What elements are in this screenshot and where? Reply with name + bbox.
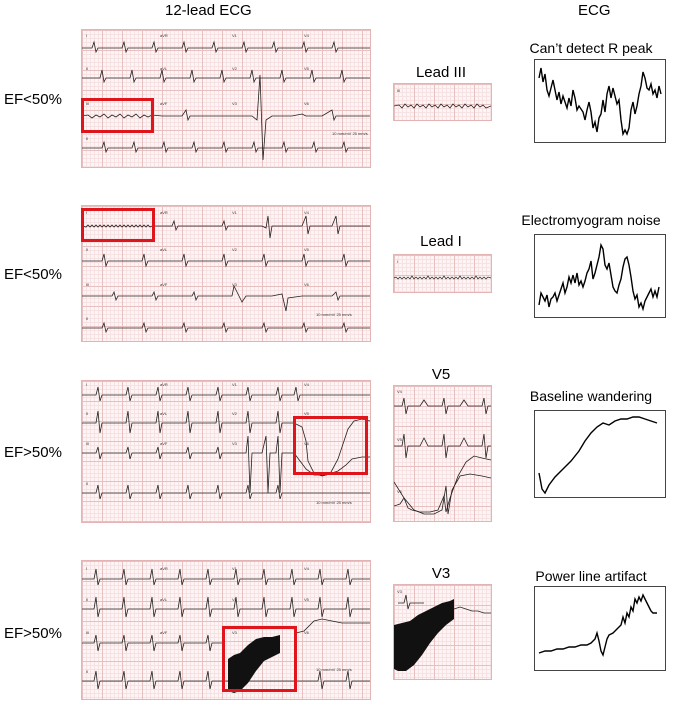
svg-text:10 mm/mV 25 mm/s: 10 mm/mV 25 mm/s	[332, 131, 368, 136]
lead-label-row-1: Lead III	[415, 64, 467, 81]
issue-label-row-4: Power line artifact	[535, 568, 647, 584]
header-12-lead-ecg: 12-lead ECG	[165, 2, 252, 19]
svg-text:aVR: aVR	[160, 566, 168, 571]
svg-text:II: II	[86, 597, 88, 602]
zoom-strip-lead-i: I	[393, 254, 492, 293]
highlight-box-v5	[293, 416, 368, 475]
svg-text:V3: V3	[397, 589, 403, 594]
svg-text:V4: V4	[304, 210, 310, 215]
header-ecg: ECG	[578, 2, 611, 19]
svg-text:I: I	[86, 566, 87, 571]
svg-text:II: II	[86, 66, 88, 71]
zoom-strip-v3: V3	[393, 584, 492, 680]
svg-text:aVR: aVR	[160, 210, 168, 215]
svg-text:V5: V5	[304, 247, 310, 252]
svg-text:II: II	[86, 481, 88, 486]
svg-text:V5: V5	[304, 597, 310, 602]
highlight-box-lead-iii	[81, 98, 154, 133]
waveform-box-cant-detect-r-peak	[534, 59, 666, 143]
svg-text:V6: V6	[304, 101, 310, 106]
svg-text:10 mm/mV 25 mm/s: 10 mm/mV 25 mm/s	[316, 500, 352, 505]
issue-label-row-1: Can’t detect R peak	[529, 40, 653, 56]
ef-label-row-1: EF<50%	[4, 91, 62, 108]
svg-text:V4: V4	[304, 382, 310, 387]
ef-label-row-3: EF>50%	[4, 444, 62, 461]
svg-text:V3: V3	[232, 101, 238, 106]
svg-text:10 mm/mV 25 mm/s: 10 mm/mV 25 mm/s	[316, 667, 352, 672]
svg-text:II: II	[86, 411, 88, 416]
svg-text:aVL: aVL	[160, 597, 168, 602]
svg-text:aVF: aVF	[160, 630, 168, 635]
svg-text:V6: V6	[304, 282, 310, 287]
svg-text:V3: V3	[232, 282, 238, 287]
svg-text:V6: V6	[304, 441, 310, 446]
svg-text:V6: V6	[304, 630, 310, 635]
svg-text:V2: V2	[232, 411, 238, 416]
zoom-strip-v5: V4 V5 V6	[393, 385, 492, 522]
svg-text:aVR: aVR	[160, 33, 168, 38]
svg-text:V2: V2	[232, 247, 238, 252]
svg-text:aVL: aVL	[160, 66, 168, 71]
waveform-box-electromyogram-noise	[534, 234, 666, 318]
svg-text:V1: V1	[232, 210, 238, 215]
waveform-box-baseline-wandering	[534, 410, 666, 498]
svg-text:V2: V2	[232, 66, 238, 71]
svg-text:aVF: aVF	[160, 441, 168, 446]
svg-text:I: I	[397, 259, 398, 264]
svg-text:aVL: aVL	[160, 411, 168, 416]
svg-text:10 mm/mV 25 mm/s: 10 mm/mV 25 mm/s	[316, 312, 352, 317]
lead-label-row-3: V5	[431, 366, 451, 383]
svg-text:V3: V3	[232, 441, 238, 446]
svg-text:V5: V5	[304, 411, 310, 416]
svg-text:V4: V4	[304, 33, 310, 38]
svg-text:I: I	[86, 382, 87, 387]
svg-text:III: III	[397, 88, 400, 93]
svg-text:V1: V1	[232, 566, 238, 571]
svg-text:II: II	[86, 136, 88, 141]
svg-text:II: II	[86, 316, 88, 321]
power-line-noise-block	[228, 631, 280, 695]
svg-text:III: III	[86, 630, 89, 635]
svg-text:V5: V5	[397, 437, 403, 442]
svg-text:II: II	[86, 669, 88, 674]
svg-text:I: I	[86, 210, 87, 215]
lead-label-row-4: V3	[431, 565, 451, 582]
issue-label-row-3: Baseline wandering	[529, 388, 653, 404]
waveform-box-power-line-artifact	[534, 586, 666, 671]
svg-text:aVL: aVL	[160, 247, 168, 252]
lead-label-row-2: Lead I	[420, 233, 462, 250]
highlight-box-lead-i	[81, 208, 155, 242]
svg-text:V1: V1	[232, 33, 238, 38]
svg-text:aVR: aVR	[160, 382, 168, 387]
svg-text:V4: V4	[397, 389, 403, 394]
svg-text:V2: V2	[232, 597, 238, 602]
svg-text:I: I	[86, 33, 87, 38]
svg-text:III: III	[86, 282, 89, 287]
svg-text:V5: V5	[304, 66, 310, 71]
svg-text:aVF: aVF	[160, 282, 168, 287]
issue-label-row-2: Electromyogram noise	[521, 212, 661, 228]
svg-text:V4: V4	[304, 566, 310, 571]
svg-text:II: II	[86, 247, 88, 252]
svg-text:III: III	[86, 101, 89, 106]
highlight-box-v3	[222, 626, 297, 692]
svg-text:III: III	[86, 441, 89, 446]
svg-text:V3: V3	[232, 630, 238, 635]
svg-text:aVF: aVF	[160, 101, 168, 106]
ef-label-row-4: EF>50%	[4, 625, 62, 642]
svg-text:V1: V1	[232, 382, 238, 387]
ef-label-row-2: EF<50%	[4, 266, 62, 283]
zoom-strip-lead-iii: III	[393, 83, 492, 121]
